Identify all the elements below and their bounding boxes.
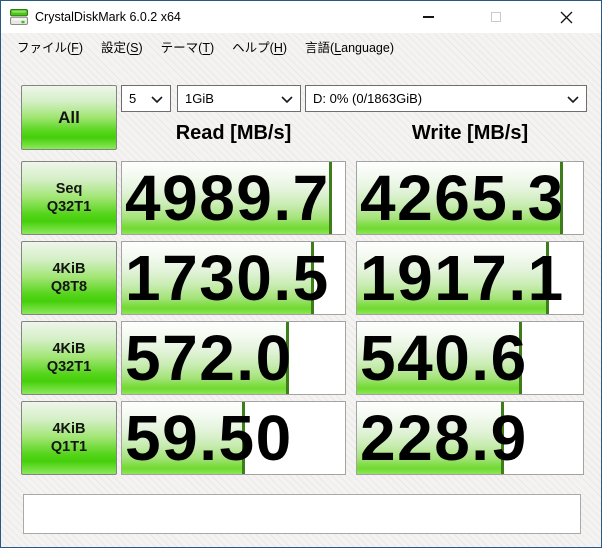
- menu-item-file[interactable]: ファイル(F): [17, 41, 83, 55]
- read-cell: 4989.7: [121, 161, 346, 235]
- menu-bar: ファイル(F) 設定(S) テーマ(T) ヘルプ(H) 言語(Language): [1, 33, 601, 60]
- read-value: 4989.7: [125, 162, 330, 234]
- maximize-button: [473, 1, 519, 33]
- target-drive-select[interactable]: D: 0% (0/1863GiB): [305, 85, 587, 112]
- write-column-header: Write [MB/s]: [411, 121, 529, 144]
- menu-item-theme[interactable]: テーマ(T): [160, 41, 215, 55]
- app-icon: [10, 9, 28, 25]
- menu-item-language[interactable]: 言語(Language): [305, 41, 394, 55]
- write-bar: [357, 322, 522, 394]
- read-value: 572.0: [125, 322, 293, 394]
- write-bar: [357, 402, 504, 474]
- write-bar: [357, 162, 563, 234]
- read-bar: [122, 242, 314, 314]
- close-icon: [560, 11, 572, 23]
- maximize-icon: [491, 12, 501, 22]
- write-cell: 540.6: [356, 321, 584, 395]
- write-bar: [357, 242, 550, 314]
- chevron-down-icon: [281, 96, 293, 104]
- read-value: 59.50: [125, 402, 293, 474]
- test-size-select[interactable]: 1GiB: [177, 85, 301, 112]
- write-value: 1917.1: [360, 242, 565, 314]
- read-cell: 1730.5: [121, 241, 346, 315]
- chevron-down-icon: [567, 96, 579, 104]
- read-bar: [122, 162, 332, 234]
- test-button-seq-q32t1[interactable]: Seq Q32T1: [21, 161, 117, 235]
- read-cell: 572.0: [121, 321, 346, 395]
- all-test-button[interactable]: All: [21, 85, 117, 150]
- write-cell: 4265.3: [356, 161, 584, 235]
- close-button[interactable]: [543, 1, 589, 33]
- minimize-button[interactable]: [405, 1, 451, 33]
- read-value: 1730.5: [125, 242, 330, 314]
- minimize-icon: [422, 16, 434, 18]
- write-value: 4265.3: [360, 162, 565, 234]
- menu-item-settings[interactable]: 設定(S): [100, 41, 143, 55]
- title-bar[interactable]: CrystalDiskMark 6.0.2 x64: [1, 1, 601, 33]
- test-button-4kib-q8t8[interactable]: 4KiB Q8T8: [21, 241, 117, 315]
- menu-item-help[interactable]: ヘルプ(H): [232, 41, 288, 55]
- read-cell: 59.50: [121, 401, 346, 475]
- test-button-4kib-q32t1[interactable]: 4KiB Q32T1: [21, 321, 117, 395]
- chevron-down-icon: [151, 96, 163, 104]
- write-cell: 1917.1: [356, 241, 584, 315]
- read-column-header: Read [MB/s]: [175, 121, 292, 144]
- read-bar: [122, 402, 245, 474]
- test-count-select[interactable]: 5: [121, 85, 171, 112]
- write-cell: 228.9: [356, 401, 584, 475]
- window-title: CrystalDiskMark 6.0.2 x64: [35, 10, 181, 24]
- comment-input[interactable]: [23, 494, 581, 534]
- test-button-4kib-q1t1[interactable]: 4KiB Q1T1: [21, 401, 117, 475]
- read-bar: [122, 322, 290, 394]
- write-value: 228.9: [360, 402, 528, 474]
- write-value: 540.6: [360, 322, 528, 394]
